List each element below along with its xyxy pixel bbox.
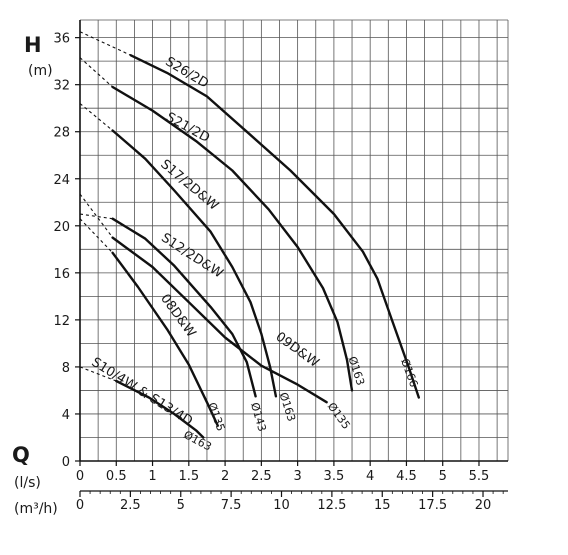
- series-label: S17/2D&W: [157, 157, 221, 214]
- x-tick-label: 2: [221, 469, 229, 484]
- y-axis-unit: (m): [28, 63, 53, 79]
- x-tick-label: 1: [148, 469, 156, 484]
- series-line: [115, 379, 205, 439]
- x2-tick-label: 10: [273, 498, 290, 513]
- x-tick-label: 5: [439, 469, 447, 484]
- y-tick-label: 28: [53, 126, 70, 141]
- series-line: [111, 236, 328, 404]
- x2-tick-label: 15: [374, 498, 391, 513]
- series-label: 09D&W: [273, 330, 322, 371]
- x-tick-label: 4.5: [396, 469, 417, 484]
- series-line: [111, 85, 354, 392]
- x-tick-label: 2.5: [251, 469, 272, 484]
- y-tick-label: 32: [53, 79, 70, 94]
- series-line: [111, 129, 278, 398]
- series-label: 08D&W: [157, 291, 198, 340]
- series-lines: [111, 54, 420, 439]
- x-tick-label: 4: [366, 469, 374, 484]
- y-tick-label: 16: [53, 267, 70, 282]
- impeller-diameter-label: Ø135: [205, 401, 227, 433]
- x2-tick-label: 0: [76, 498, 84, 513]
- impeller-diameter-label: Ø143: [248, 401, 269, 433]
- series-dashed-extension: [79, 193, 114, 238]
- series-label: S10/4W & S13/4D: [89, 355, 195, 429]
- x-axis-unit-secondary: (m³/h): [14, 501, 58, 517]
- series-line: [111, 217, 257, 398]
- x-axis-unit-primary: (l/s): [14, 475, 41, 491]
- series-dashed-extension: [79, 103, 113, 131]
- x-tick-label: 3.5: [324, 469, 345, 484]
- x-tick-label: 5.5: [469, 469, 490, 484]
- series-dashed-extension: [79, 57, 114, 88]
- series-dashed-extension: [79, 31, 132, 56]
- x2-tick-label: 20: [475, 498, 492, 513]
- series-label: S26/2D: [163, 54, 211, 91]
- x-axis-title: Q: [12, 443, 30, 467]
- series-line: [111, 251, 219, 427]
- series-dashed-extension: [79, 213, 113, 220]
- y-tick-label: 8: [62, 361, 70, 376]
- x2-tick-label: 12.5: [317, 498, 346, 513]
- axes: 0 4 8 12 16 20 24 28 32 36 0 0.5 1 1.5 2 2.5 3 3.5 4 4.5 5 5.…: [53, 20, 508, 513]
- x2-tick-label: 5: [177, 498, 185, 513]
- x2-tick-label: 2.5: [120, 498, 141, 513]
- x2-tick-label: 7.5: [221, 498, 242, 513]
- x-tick-label: 3: [293, 469, 301, 484]
- x2-tick-label: 17.5: [418, 498, 447, 513]
- dashed-extensions: [79, 31, 132, 382]
- series-dashed-extension: [79, 366, 117, 382]
- x-tick-label: 0.5: [106, 469, 127, 484]
- y-tick-label: 24: [53, 173, 70, 188]
- series-dashed-extension: [79, 218, 114, 254]
- impeller-diameter-label: Ø135: [325, 400, 353, 432]
- y-tick-label: 20: [53, 220, 70, 235]
- y-tick-label: 36: [53, 32, 70, 47]
- x-tick-label: 0: [76, 469, 84, 484]
- series-line: [129, 54, 420, 399]
- y-tick-label: 4: [62, 408, 70, 423]
- y-axis-title: H: [24, 33, 42, 57]
- y-tick-label: 0: [62, 455, 70, 470]
- x-tick-label: 1.5: [178, 469, 199, 484]
- impeller-diameter-label: Ø166: [398, 357, 420, 389]
- grid: [79, 19, 509, 462]
- y-tick-label: 12: [53, 314, 70, 329]
